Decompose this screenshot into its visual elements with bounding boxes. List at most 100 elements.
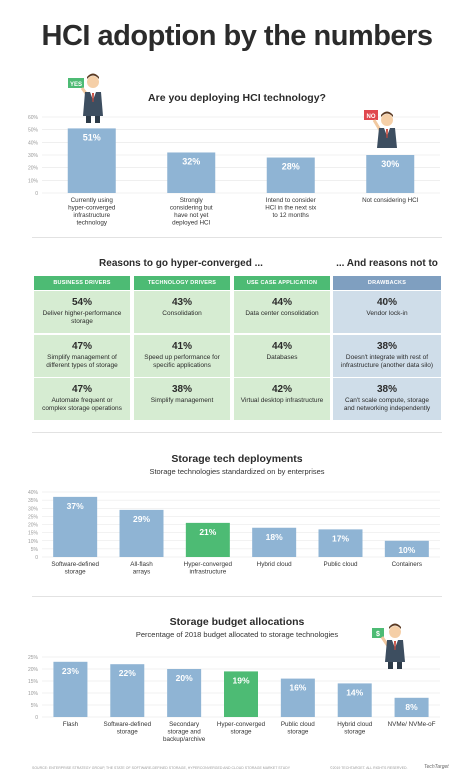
y-tick-label: 40% [28, 140, 39, 146]
x-category-label: HCI in the next six [265, 205, 317, 212]
reason-label: Consolidation [162, 310, 202, 317]
bar-value-label: 18% [266, 532, 283, 542]
bar-value-label: 20% [176, 673, 193, 683]
reasons-cell: 54% Deliver higher-performance storage [34, 291, 130, 333]
chart3-subtitle: Percentage of 2018 budget allocated to s… [135, 630, 339, 639]
reason-label: Doesn't integrate with rest of infrastru… [340, 353, 434, 369]
reasons-cell: 38% Doesn't integrate with rest of infras… [333, 334, 441, 377]
chart3-title: Storage budget allocations [169, 616, 305, 628]
bar-value-label: 29% [133, 514, 150, 524]
reasons-not-title: ... And reasons not to [336, 258, 438, 269]
x-category-label: Public cloud [324, 561, 358, 568]
footer-rights: ©2019 TECHTARGET. ALL RIGHTS RESERVED. [330, 766, 408, 770]
reason-percent: 41% [171, 340, 192, 352]
y-tick-label: 30% [28, 153, 39, 159]
y-tick-label: 30% [28, 506, 39, 512]
bar-value-label: 10% [398, 545, 415, 555]
bar-1-4 [318, 529, 363, 557]
yes-sign [68, 78, 84, 88]
bar-1-2 [185, 522, 230, 557]
businessman-dollar-sign-icon: $ [372, 623, 405, 669]
bar-value-label: 16% [289, 683, 306, 693]
x-category-label: storage [287, 729, 309, 736]
x-category-label: NVMe/ NVMe-oF [388, 721, 436, 728]
reason-percent: 43% [171, 297, 192, 308]
reason-percent: 44% [271, 340, 292, 352]
reason-label: Speed up performance for specific applic… [144, 353, 220, 369]
x-category-label: storage [230, 729, 252, 736]
chart2-title: Storage tech deployments [171, 453, 303, 465]
x-category-label: Hybrid cloud [337, 721, 372, 728]
reason-percent: 40% [376, 297, 397, 308]
reason-percent: 44% [271, 297, 292, 308]
bar-0-3 [366, 155, 415, 193]
businessman-no-sign-icon: NO [364, 110, 397, 148]
bar-0-2 [266, 157, 315, 193]
x-category-label: storage [344, 729, 366, 736]
reasons-cell: 44% Data center consolidation [234, 291, 330, 333]
y-tick-label: 40% [28, 490, 39, 496]
x-category-label: Hybrid cloud [257, 561, 292, 568]
bar-1-3 [252, 527, 297, 557]
x-category-label: All-flash [130, 561, 153, 568]
bar-2-3 [224, 671, 258, 717]
y-tick-label: 5% [31, 703, 39, 709]
reasons-cell: 40% Vendor lock-in [333, 291, 441, 333]
x-category-label: storage and [168, 729, 202, 736]
x-category-label: backup/archive [163, 736, 206, 743]
bar-value-label: 17% [332, 533, 349, 543]
bar-value-label: 37% [67, 501, 84, 511]
bar-value-label: 14% [346, 687, 363, 697]
x-category-label: technology [77, 220, 108, 227]
x-category-label: hyper-converged [68, 205, 116, 212]
y-tick-label: 25% [28, 514, 39, 520]
reason-label: Deliver higher-performance storage [42, 310, 122, 325]
bar-value-label: 32% [182, 156, 200, 166]
y-tick-label: 5% [31, 547, 39, 553]
dollar-sign [372, 628, 384, 638]
chart-storage-budget: 0 5% 10% 15% 20% 25% 23% Flash 22% Software-defin… [28, 655, 440, 743]
reasons-cell: 38% Can't scale compute, storage and netw… [333, 378, 441, 420]
x-category-label: arrays [133, 569, 151, 576]
y-tick-label: 35% [28, 498, 39, 504]
dollar-sign-text: $ [376, 631, 380, 638]
y-tick-label: 10% [28, 539, 39, 545]
y-tick-label: 20% [28, 166, 39, 172]
y-tick-label: 25% [28, 655, 39, 661]
reasons-column-header: DRAWBACKS [333, 276, 441, 290]
no-sign [364, 110, 378, 120]
y-tick-label: 0 [35, 715, 38, 721]
y-tick-label: 15% [28, 679, 39, 685]
bar-value-label: 28% [282, 162, 300, 172]
x-category-label: Public cloud [281, 721, 315, 728]
reason-label: Databases [266, 353, 298, 361]
y-tick-label: 50% [28, 128, 39, 134]
y-tick-label: 10% [28, 691, 39, 697]
reason-percent: 38% [376, 384, 397, 395]
x-category-label: storage [117, 729, 139, 736]
reasons-cell: 47% Automate frequent or complex storage … [34, 378, 130, 420]
reason-label: Virtual desktop infrastructure [240, 397, 324, 404]
x-category-label: Not considering HCI [362, 197, 419, 204]
businessman-yes-sign-icon: YES [68, 73, 103, 123]
y-tick-label: 20% [28, 667, 39, 673]
yes-sign-text: YES [70, 82, 82, 88]
divider-2 [32, 432, 442, 433]
chart-storage-tech: 0 5% 10% 15% 20% 25% 30% 35% 40% 37% Software-defi… [28, 490, 440, 576]
techtarget-logo: TechTarget [424, 764, 449, 770]
y-tick-label: 20% [28, 523, 39, 529]
y-tick-label: 10% [28, 178, 39, 184]
reason-percent: 54% [71, 297, 92, 308]
reason-label: Can't scale compute, storage and network… [343, 397, 431, 412]
divider-1 [32, 237, 442, 238]
x-category-label: have not yet [174, 212, 209, 219]
x-category-label: Software-defined [51, 561, 99, 568]
chart1-title: Are you deploying HCI technology? [148, 92, 326, 104]
bar-0-1 [167, 152, 216, 193]
bar-value-label: 19% [232, 675, 249, 685]
chart2-subtitle: Storage technologies standardized on by … [149, 467, 325, 476]
reason-label: Automate frequent or complex storage ope… [42, 397, 122, 412]
reason-label: Vendor lock-in [366, 310, 408, 317]
x-category-label: storage [65, 569, 87, 576]
x-category-label: infrastructure [73, 212, 110, 219]
